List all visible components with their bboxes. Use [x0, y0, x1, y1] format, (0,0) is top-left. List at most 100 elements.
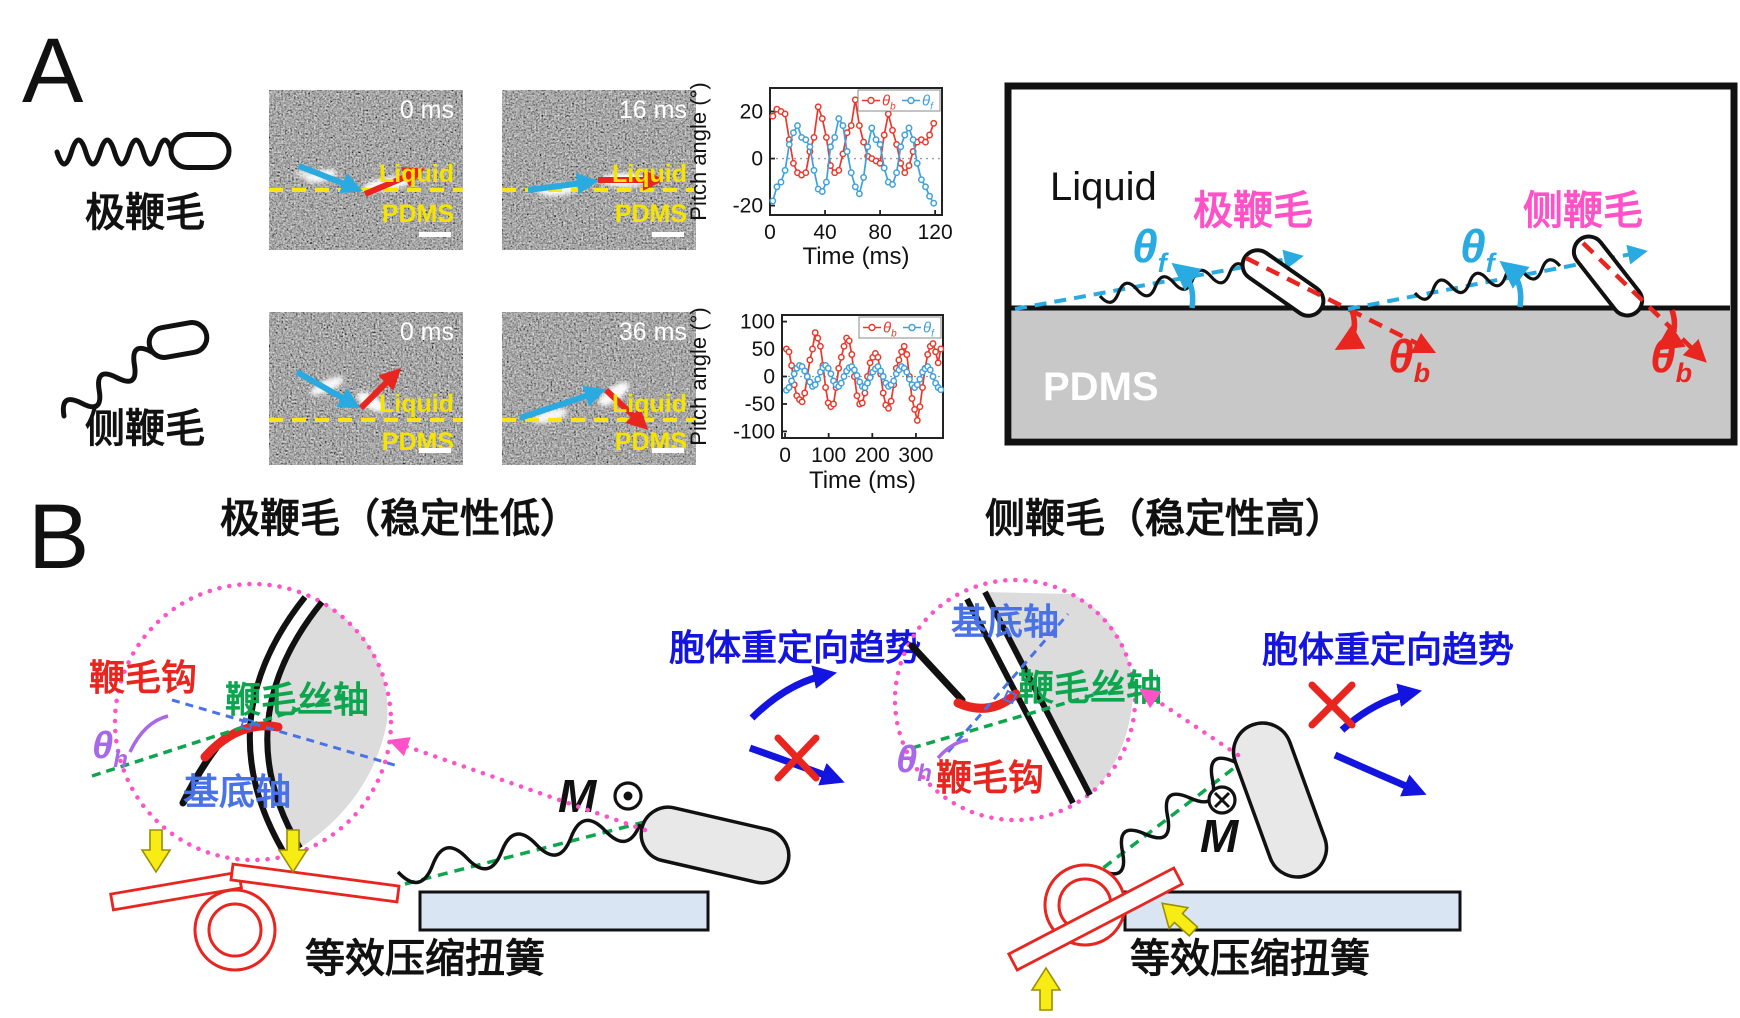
magnifier-connector-left: [388, 737, 648, 833]
filament-axis-dashed-right: [911, 674, 1159, 750]
svg-text:200: 200: [855, 444, 890, 467]
svg-text:0: 0: [779, 444, 791, 467]
flagellar-hook: [200, 721, 283, 762]
schematic-lateral-label: 侧鞭毛: [1523, 189, 1643, 233]
theta-b-arc-left: [1334, 309, 1366, 351]
polar-bacterium-icon: [54, 132, 232, 170]
magnifier-circle-right: [892, 577, 1138, 823]
svg-text:300: 300: [898, 444, 933, 467]
svg-text:100: 100: [811, 444, 846, 467]
magnifier-circle-left: [112, 581, 394, 863]
hook-label-left: 鞭毛钩: [89, 657, 197, 698]
liquid-label: Liquid: [612, 390, 687, 418]
svg-text:Pitch angle (°): Pitch angle (°): [688, 82, 711, 220]
schematic-polar-label: 极鞭毛: [1193, 189, 1313, 233]
reorient-arrow-up-left-fig: [749, 665, 838, 721]
theta-b-arc-right: [1655, 309, 1686, 351]
liquid-label: Liquid: [612, 160, 687, 188]
svg-text:θf: θf: [923, 320, 935, 340]
timestamp: 16 ms: [619, 96, 687, 124]
theta-b-label-right: θb: [1650, 330, 1692, 388]
svg-text:0: 0: [764, 221, 776, 244]
moment-into-page-icon: [1207, 785, 1237, 815]
theta-b-label-left: θb: [1388, 330, 1430, 388]
flagellum-stub-right: [908, 642, 966, 704]
svg-text:θf: θf: [922, 93, 934, 113]
hook-inset-left: θh 鞭毛钩 鞭毛丝轴 基底轴: [89, 581, 399, 863]
liquid-pdms-schematic: Liquid PDMS 极鞭毛 侧鞭毛 θf θb θf θb: [1004, 82, 1738, 446]
moment-label-right: M: [1200, 810, 1240, 862]
liquid-label: Liquid: [379, 390, 454, 418]
lateral-flagella-label: 侧鞭毛: [85, 407, 205, 451]
filament-axis-label-left: 鞭毛丝轴: [225, 679, 369, 720]
pdms-label: PDMS: [1043, 365, 1159, 409]
basal-axis-label-left: 基底轴: [183, 771, 291, 812]
reorient-arrow-down-right-fig: [1333, 751, 1427, 797]
pdms-label: PDMS: [382, 200, 454, 228]
micrograph-lateral-t0: 0 ms Liquid PDMS: [269, 312, 463, 465]
svg-text:100: 100: [740, 311, 775, 334]
moment-out-of-page-icon: [613, 781, 643, 811]
flagellum-wave-right-scene: [1099, 756, 1236, 876]
compression-arrows-left: [140, 829, 309, 874]
theta-h-arc-right: [936, 738, 969, 760]
cell-body-right-scene: [1231, 721, 1329, 879]
flagellum-direction-arrow: [519, 385, 607, 421]
panel-b-right-title: 侧鞭毛（稳定性高）: [985, 497, 1345, 541]
scale-bar: [419, 232, 451, 237]
basal-axis-dashed-right: [946, 613, 1070, 753]
hook-inset-right: θh 基底轴 鞭毛丝轴 鞭毛钩: [892, 577, 1162, 823]
flagellum-direction-arrow: [297, 163, 364, 194]
magnifier-connector-right: [1138, 688, 1241, 758]
red-cross-left-fig: [774, 734, 820, 782]
theta-h-arc-left: [128, 714, 169, 753]
body-direction-arrow: [603, 387, 649, 430]
svg-text:20: 20: [740, 101, 763, 124]
torsion-spring-right: [1006, 863, 1185, 972]
flagellum-direction-arrow: [295, 369, 361, 409]
svg-text:-50: -50: [745, 393, 775, 416]
reorientation-label-right: 胞体重定向趋势: [1262, 629, 1514, 670]
panel-b-right: 侧鞭毛（稳定性高） M 胞体重定向趋势: [892, 497, 1514, 1011]
filament-axis-dashed-right-scene: [1088, 750, 1257, 880]
lateral-bacterium-icon: [60, 320, 210, 419]
svg-text:Pitch angle (°): Pitch angle (°): [688, 307, 711, 445]
cell-pole-shaded-right: [985, 592, 1133, 795]
micrograph-lateral-t36: 36 ms Liquid PDMS: [502, 312, 696, 465]
liquid-label: Liquid: [1050, 165, 1157, 209]
filament-axis-dashed-left-scene: [404, 816, 661, 886]
theta-f-arc-right: [1499, 260, 1530, 308]
reorientation-label-left: 胞体重定向趋势: [669, 627, 921, 668]
scale-bar: [652, 232, 684, 237]
red-cross-right-fig: [1308, 681, 1356, 729]
spring-label-right: 等效压缩扭簧: [1130, 937, 1370, 981]
pdms-label: PDMS: [615, 200, 687, 228]
basal-axis-label-right: 基底轴: [951, 601, 1059, 642]
body-direction-arrow: [363, 167, 425, 197]
panel-b-left: 极鞭毛（稳定性低） M 胞体重定向趋势: [89, 497, 921, 981]
cell-body-lateral: [1571, 234, 1645, 318]
flagellum-direction-arrow: [527, 172, 599, 195]
svg-text:θb: θb: [883, 320, 897, 340]
body-direction-arrow: [358, 367, 402, 411]
svg-text:80: 80: [868, 221, 891, 244]
filament-axis-label-right: 鞭毛丝轴: [1018, 667, 1162, 708]
svg-text:120: 120: [918, 221, 953, 244]
micrograph-polar-t16: 16 ms Liquid PDMS: [502, 90, 696, 250]
polar-flagella-label: 极鞭毛: [85, 191, 205, 235]
panel-b-left-title: 极鞭毛（稳定性低）: [220, 497, 580, 541]
cell-body-polar: [1240, 248, 1326, 318]
panel-a-letter: A: [22, 20, 84, 122]
svg-text:Time (ms): Time (ms): [802, 243, 909, 270]
timestamp: 36 ms: [619, 318, 687, 346]
right-angle-marker-right: [1002, 689, 1018, 705]
timestamp: 0 ms: [400, 318, 454, 346]
theta-h-label-right: θh: [896, 739, 932, 787]
theta-h-label-left: θh: [92, 725, 128, 773]
surface-left: [418, 890, 710, 932]
timestamp: 0 ms: [400, 96, 454, 124]
